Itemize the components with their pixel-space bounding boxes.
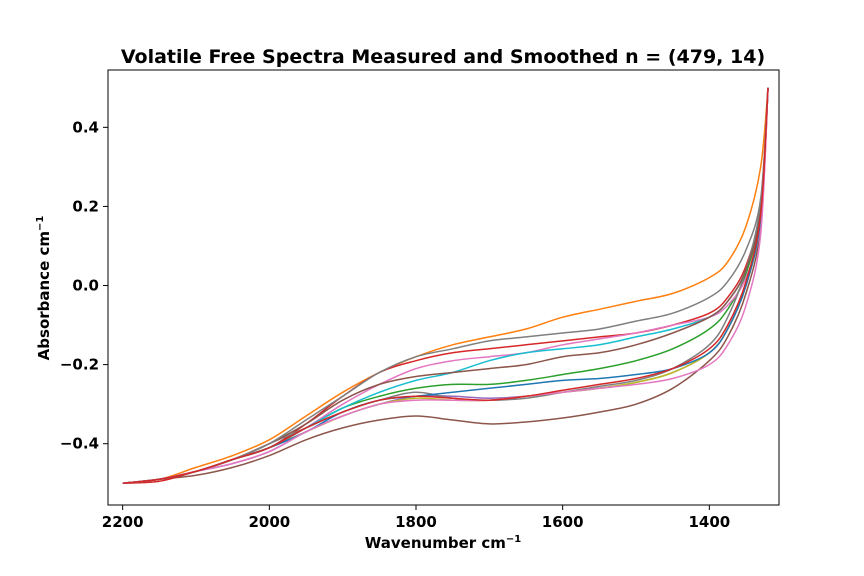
series-line-4 <box>122 87 769 485</box>
series-line-9 <box>122 87 769 485</box>
y-tick-label: −0.4 <box>60 435 99 453</box>
y-axis-label: Absorbance cm−1 <box>35 216 53 361</box>
x-tick-label: 1600 <box>542 513 584 531</box>
series-line-11 <box>122 87 769 485</box>
series-line-3 <box>122 87 769 485</box>
y-tick-label: 0.4 <box>72 118 99 136</box>
x-axis-label: Wavenumber cm−1 <box>365 534 522 552</box>
y-axis: −0.4 −0.2 0.0 0.2 0.4 <box>60 118 108 453</box>
x-axis-label-text: Wavenumber cm <box>365 534 506 552</box>
series-line-12 <box>122 87 769 485</box>
plot-frame <box>107 69 780 506</box>
series-layer <box>122 87 769 485</box>
chart-title: Volatile Free Spectra Measured and Smoot… <box>121 46 765 68</box>
x-axis: 2200 2000 1800 1600 1400 <box>102 505 730 531</box>
y-tick-label: −0.2 <box>60 356 99 374</box>
y-axis-label-sup: −1 <box>35 216 46 231</box>
x-tick-label: 1800 <box>395 513 437 531</box>
x-axis-label-sup: −1 <box>506 534 521 545</box>
series-line-13 <box>122 87 769 485</box>
y-tick-label: 0.2 <box>72 197 99 215</box>
series-line-8 <box>122 87 769 485</box>
series-line-10 <box>122 87 769 485</box>
x-tick-label: 1400 <box>688 513 730 531</box>
y-axis-label-text: Absorbance cm <box>35 231 53 360</box>
series-line-14 <box>122 87 769 485</box>
x-tick-label: 2200 <box>102 513 144 531</box>
series-line-6 <box>122 87 769 485</box>
x-tick-label: 2000 <box>248 513 290 531</box>
series-line-1 <box>122 87 769 485</box>
series-line-7 <box>122 87 769 485</box>
y-tick-label: 0.0 <box>72 277 99 295</box>
series-line-2 <box>122 87 769 485</box>
series-line-5 <box>122 87 769 485</box>
